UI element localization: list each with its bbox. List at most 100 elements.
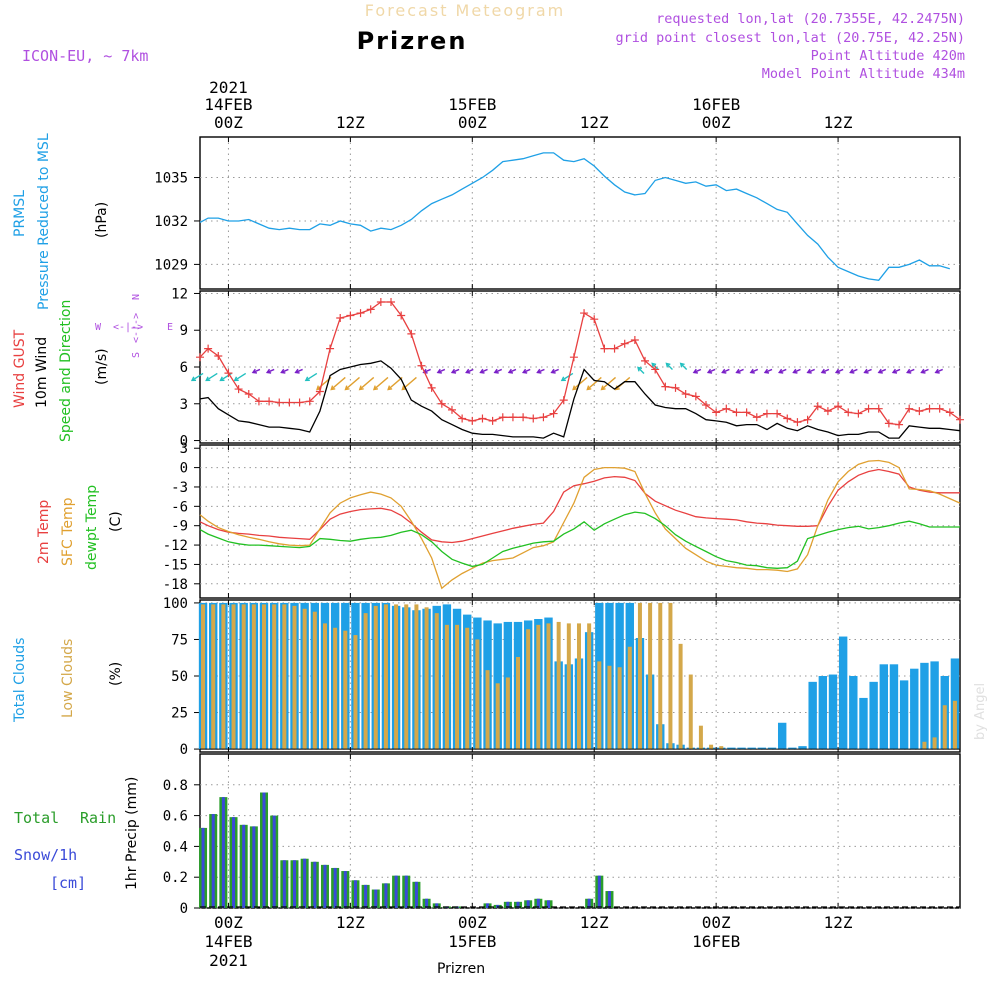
snow-bar [506,901,510,908]
gust-point [681,389,690,398]
total-cloud-bar [798,746,807,750]
total-cloud-bar [828,674,838,750]
snow-bar [303,858,307,908]
series-dewpt-temp [199,511,960,569]
gust-point [376,298,385,307]
gust-point [387,298,396,307]
gust-point [874,404,883,413]
snow-bar [404,875,408,908]
wind-arrow [401,376,417,390]
gust-point [196,353,204,362]
low-cloud-bar [495,683,500,750]
series-10m-wind [199,360,961,439]
wind-arrowhead [493,368,499,374]
wind-arrowhead [422,368,428,374]
bottom-hour-label: 00Z [214,913,243,932]
total-cloud-bar [727,747,736,750]
low-cloud-bar [424,607,429,750]
y-tick-label: 1029 [154,257,188,273]
low-cloud-bar [576,623,581,750]
wind-arrow [637,366,645,374]
snow-bar [526,900,530,908]
low-cloud-bar [952,700,957,750]
snow-bar [435,903,439,908]
gust-point [752,413,761,422]
total-cloud-bar [849,676,858,750]
gust-point [813,402,822,411]
gust-point [346,311,355,320]
gust-point [935,404,944,413]
snow-bar [282,860,286,908]
gust-point [610,344,619,353]
snow-bar [252,826,256,908]
wind-arrowhead [387,385,393,391]
wind-arrowhead [219,376,225,382]
snow-bar [486,903,490,908]
low-cloud-bar [932,737,937,750]
snow-bar [343,871,347,908]
gust-point [905,404,914,413]
snow-bar [384,883,388,908]
gust-point [803,415,812,424]
wind-arrowhead [479,368,485,374]
requested-coords: requested lon,lat (20.7355E, 42.2475N) [656,11,965,27]
low-cloud-bar [698,725,703,750]
series-wind-gust [199,301,961,426]
gust-point [407,329,416,338]
low-cloud-bar [465,627,470,750]
wind-arrowhead [436,368,442,374]
gust-point [600,344,609,353]
wind-arrowhead [637,366,643,372]
low-cloud-bar [333,627,338,750]
bottom-date-label: 14FEB [204,932,252,951]
low-cloud-bar [922,741,927,750]
gust-point [437,399,446,408]
wind-arrow [359,376,375,390]
low-cloud-bar [556,621,561,750]
low-cloud-bar [353,635,358,750]
t2m-label: 2m Temp [36,500,52,564]
gust-point [701,401,710,409]
gust-point [854,409,863,418]
series-2m-temp [199,468,960,544]
wind-arrowhead [651,362,657,368]
pressure-label-1: PRMSL [12,190,28,237]
low-cloud-bar [322,623,327,750]
wind-arrow [305,372,318,382]
gust-point [834,402,843,411]
wind-unit: (m/s) [94,348,110,385]
wind-arrowhead [265,368,272,374]
gust-point [732,408,741,417]
y-tick-label: 0.6 [163,809,188,825]
wind-arrowhead [536,368,542,374]
low-cloud-bar [343,630,348,750]
gust-point [823,407,832,416]
snow-bar [536,898,540,908]
gust-point [712,408,721,417]
gust-point [417,361,426,370]
pressure-label-2: Pressure Reduced to MSL [36,133,52,310]
wind-arrowhead [600,385,606,391]
gust-point [244,389,253,398]
top-hour-label: 00Z [214,113,243,132]
y-tick-label: -12 [163,538,188,554]
bottom-hour-label: 00Z [702,913,731,932]
gust-point [468,416,477,425]
wind-arrowhead [401,385,407,391]
snow-bar [597,875,601,908]
top-date-label: 16FEB [692,95,740,114]
total-cloud-bar [930,661,939,750]
panel-frame [199,136,961,290]
low-cloud-bar [414,604,419,750]
total-cloud-bar [757,747,767,750]
y-tick-label: 75 [171,632,188,648]
total-cloud-bar [818,676,828,750]
wind-arrowhead [920,368,926,374]
gridpoint-coords: grid point closest lon,lat (20.75E, 42.2… [616,30,966,46]
snow-bar [262,792,266,908]
wind-arrowhead [251,368,258,374]
low-cloud-bar [637,602,642,750]
low-cloud-bar [444,624,449,750]
wind-arrowhead [863,368,869,374]
gust-point [265,397,274,406]
